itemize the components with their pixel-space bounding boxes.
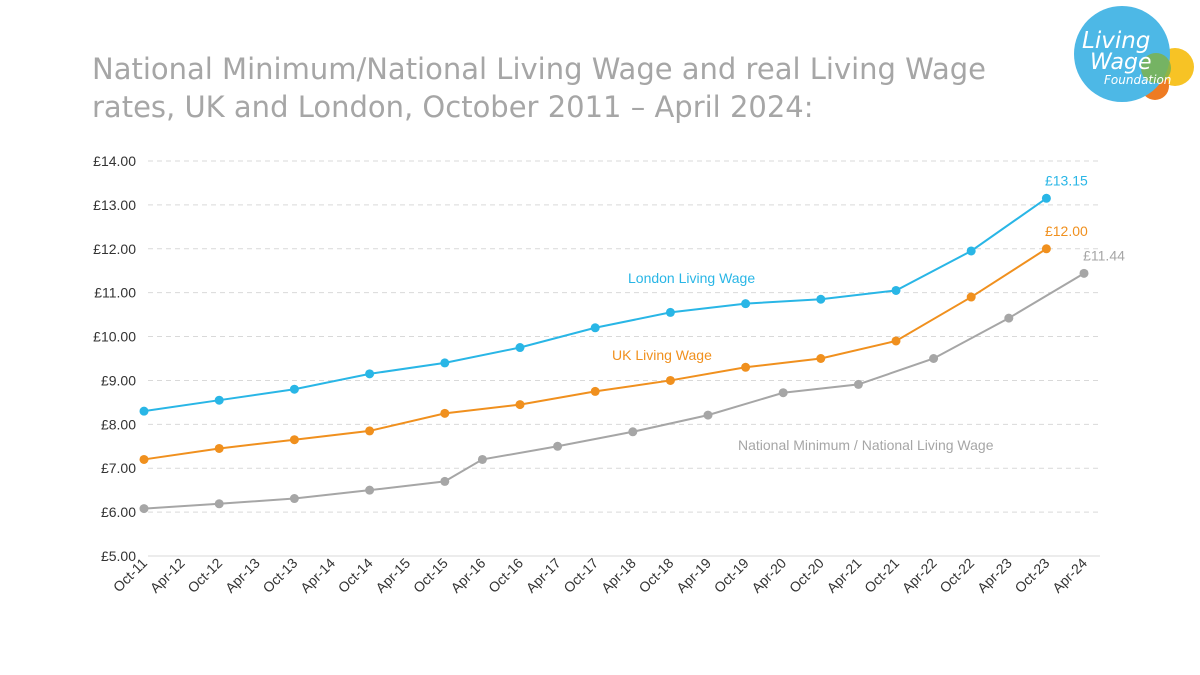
y-tick-label: £14.00 [93,153,136,169]
data-point [590,323,600,333]
data-point [139,454,149,464]
chart-title: National Minimum/National Living Wage an… [92,52,987,124]
x-tick-label: Oct-19 [711,555,752,596]
x-tick-label: Apr-24 [1049,555,1090,596]
data-point [515,400,525,410]
data-point [1079,268,1089,278]
x-tick-label: Apr-14 [297,555,338,596]
data-point [139,406,149,416]
data-point [477,454,487,464]
data-point [139,504,149,514]
logo-green-circle [1141,53,1171,83]
y-tick-label: £7.00 [101,460,136,476]
data-point [778,388,788,398]
data-point [816,294,826,304]
end-value-label: £13.15 [1045,172,1088,188]
data-point [1041,244,1051,254]
series-line [143,272,1085,510]
data-point [590,386,600,396]
data-point [703,410,713,420]
data-point [440,408,450,418]
data-point [214,443,224,453]
gridlines [148,160,1100,557]
data-point [365,369,375,379]
x-tick-label: Apr-17 [523,555,564,596]
data-point [741,299,751,309]
x-tick-label: Oct-22 [936,555,977,596]
logo-text-living: Living [1082,28,1150,54]
y-axis-ticks: £5.00 £6.00 £7.00 £8.00 £9.00 £10.00 £11.00 £12… [93,153,136,564]
data-point [440,476,450,486]
x-tick-label: Oct-12 [184,555,225,596]
y-tick-label: £10.00 [93,329,136,345]
y-tick-label: £9.00 [101,372,136,388]
data-point [929,354,939,363]
data-point [891,336,901,346]
x-tick-label: Apr-19 [673,555,714,596]
data-point [515,343,525,353]
y-tick-label: £8.00 [101,416,136,432]
series-labels: London Living Wage £13.15 UK Living Wage £1… [612,172,1125,453]
x-tick-label: Oct-17 [560,555,601,596]
data-point [365,485,375,495]
x-axis-ticks: Oct-11Apr-12Oct-12Apr-13Oct-13Apr-14Oct-… [110,555,1090,596]
x-tick-label: Oct-14 [335,555,376,596]
data-point [289,435,299,445]
y-tick-label: £6.00 [101,504,136,520]
end-value-label: £12.00 [1045,223,1088,239]
data-point [214,499,224,509]
data-point [365,426,375,436]
data-point [214,395,224,405]
x-tick-label: Oct-13 [259,555,300,596]
data-point [440,358,450,368]
data-point [665,375,675,385]
x-tick-label: Apr-12 [147,555,188,596]
data-point [891,285,901,295]
logo-text-wage: Wage [1090,50,1152,75]
y-tick-label: £5.00 [101,548,136,564]
data-point [966,292,976,302]
data-point [628,427,638,437]
living-wage-foundation-logo: Living Wage Foundation [1074,6,1194,102]
y-tick-label: £12.00 [93,241,136,257]
logo-text-foundation: Foundation [1104,73,1171,87]
x-tick-label: Oct-16 [485,555,526,596]
data-point [816,354,826,363]
series-1 [139,244,1051,464]
series-group [139,193,1089,514]
data-point [853,379,863,389]
y-tick-label: £13.00 [93,197,136,213]
x-tick-label: Oct-21 [861,555,902,596]
end-value-label: £11.44 [1083,247,1125,263]
x-tick-label: Oct-23 [1011,555,1052,596]
data-point [289,384,299,394]
x-tick-label: Apr-22 [899,555,940,596]
data-point [289,494,299,504]
series-2 [139,268,1089,514]
x-tick-label: Apr-13 [222,555,263,596]
x-tick-label: Oct-20 [786,555,827,596]
series-name-label: National Minimum / National Living Wage [738,437,994,453]
x-tick-label: Oct-15 [410,555,451,596]
data-point [966,246,976,256]
data-point [1004,313,1014,323]
x-tick-label: Apr-15 [372,555,413,596]
series-name-label: London Living Wage [628,270,755,286]
x-tick-label: Apr-20 [748,555,789,596]
series-name-label: UK Living Wage [612,347,712,363]
y-tick-label: £11.00 [94,285,136,301]
x-tick-label: Oct-18 [635,555,676,596]
data-point [665,307,675,317]
data-point [553,441,563,451]
data-point [1041,193,1051,203]
series-line [143,197,1047,413]
series-line [143,247,1047,461]
x-tick-label: Apr-21 [823,555,864,596]
x-tick-label: Apr-16 [447,555,488,596]
x-tick-label: Apr-23 [974,555,1015,596]
x-tick-label: Apr-18 [598,555,639,596]
data-point [741,362,751,372]
series-0 [139,193,1051,416]
